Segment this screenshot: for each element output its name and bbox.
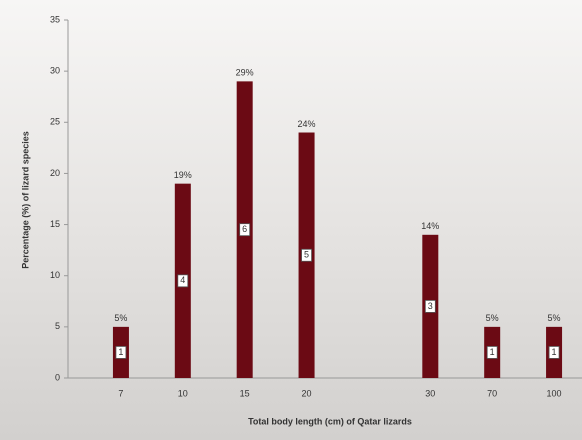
- count-box: [115, 346, 127, 359]
- count-box: [424, 299, 436, 313]
- count-label: 6: [242, 224, 247, 234]
- count-label: 3: [428, 301, 433, 311]
- value-label: 24%: [298, 119, 316, 129]
- x-axis-title: Total body length (cm) of Qatar lizards: [248, 416, 412, 426]
- count-box: [301, 248, 312, 262]
- count-label: 4: [180, 275, 185, 285]
- y-tick-label: 15: [50, 219, 60, 229]
- y-tick-label: 35: [50, 14, 60, 24]
- value-label: 5%: [114, 313, 127, 323]
- y-tick-label: 0: [55, 372, 60, 382]
- x-tick-label: 100: [547, 388, 562, 398]
- count-box: [177, 274, 189, 288]
- y-tick-label: 20: [50, 168, 60, 178]
- value-label: 5%: [486, 313, 499, 323]
- count-box: [548, 346, 560, 359]
- count-label: 1: [118, 347, 123, 357]
- y-tick-label: 10: [50, 270, 60, 280]
- count-box: [486, 346, 498, 359]
- count-box: [239, 223, 251, 237]
- y-tick-label: 5: [55, 321, 60, 331]
- y-tick-label: 25: [50, 117, 60, 127]
- y-axis-title: Percentage (%) of lizard species: [20, 131, 30, 269]
- value-label: 5%: [548, 313, 561, 323]
- count-label: 1: [490, 347, 495, 357]
- x-tick-label: 10: [178, 388, 188, 398]
- count-label: 5: [304, 250, 309, 260]
- y-tick-label: 30: [50, 66, 60, 76]
- x-tick-label: 20: [302, 388, 312, 398]
- x-tick-label: 30: [425, 388, 435, 398]
- x-tick-label: 70: [487, 388, 497, 398]
- value-label: 19%: [174, 170, 192, 180]
- count-label: 1: [552, 347, 557, 357]
- x-tick-label: 7: [118, 388, 123, 398]
- value-label: 29%: [236, 68, 254, 78]
- x-tick-label: 15: [240, 388, 250, 398]
- value-label: 14%: [421, 221, 439, 231]
